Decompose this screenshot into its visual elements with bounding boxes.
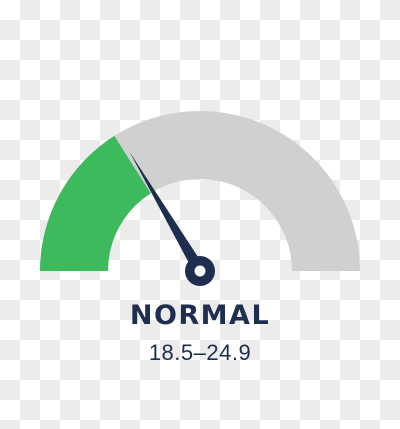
gauge-status-label: NORMAL: [0, 300, 400, 331]
gauge-range-label: 18.5–24.9: [0, 340, 400, 366]
gauge-needle-hub-center: [195, 266, 206, 277]
